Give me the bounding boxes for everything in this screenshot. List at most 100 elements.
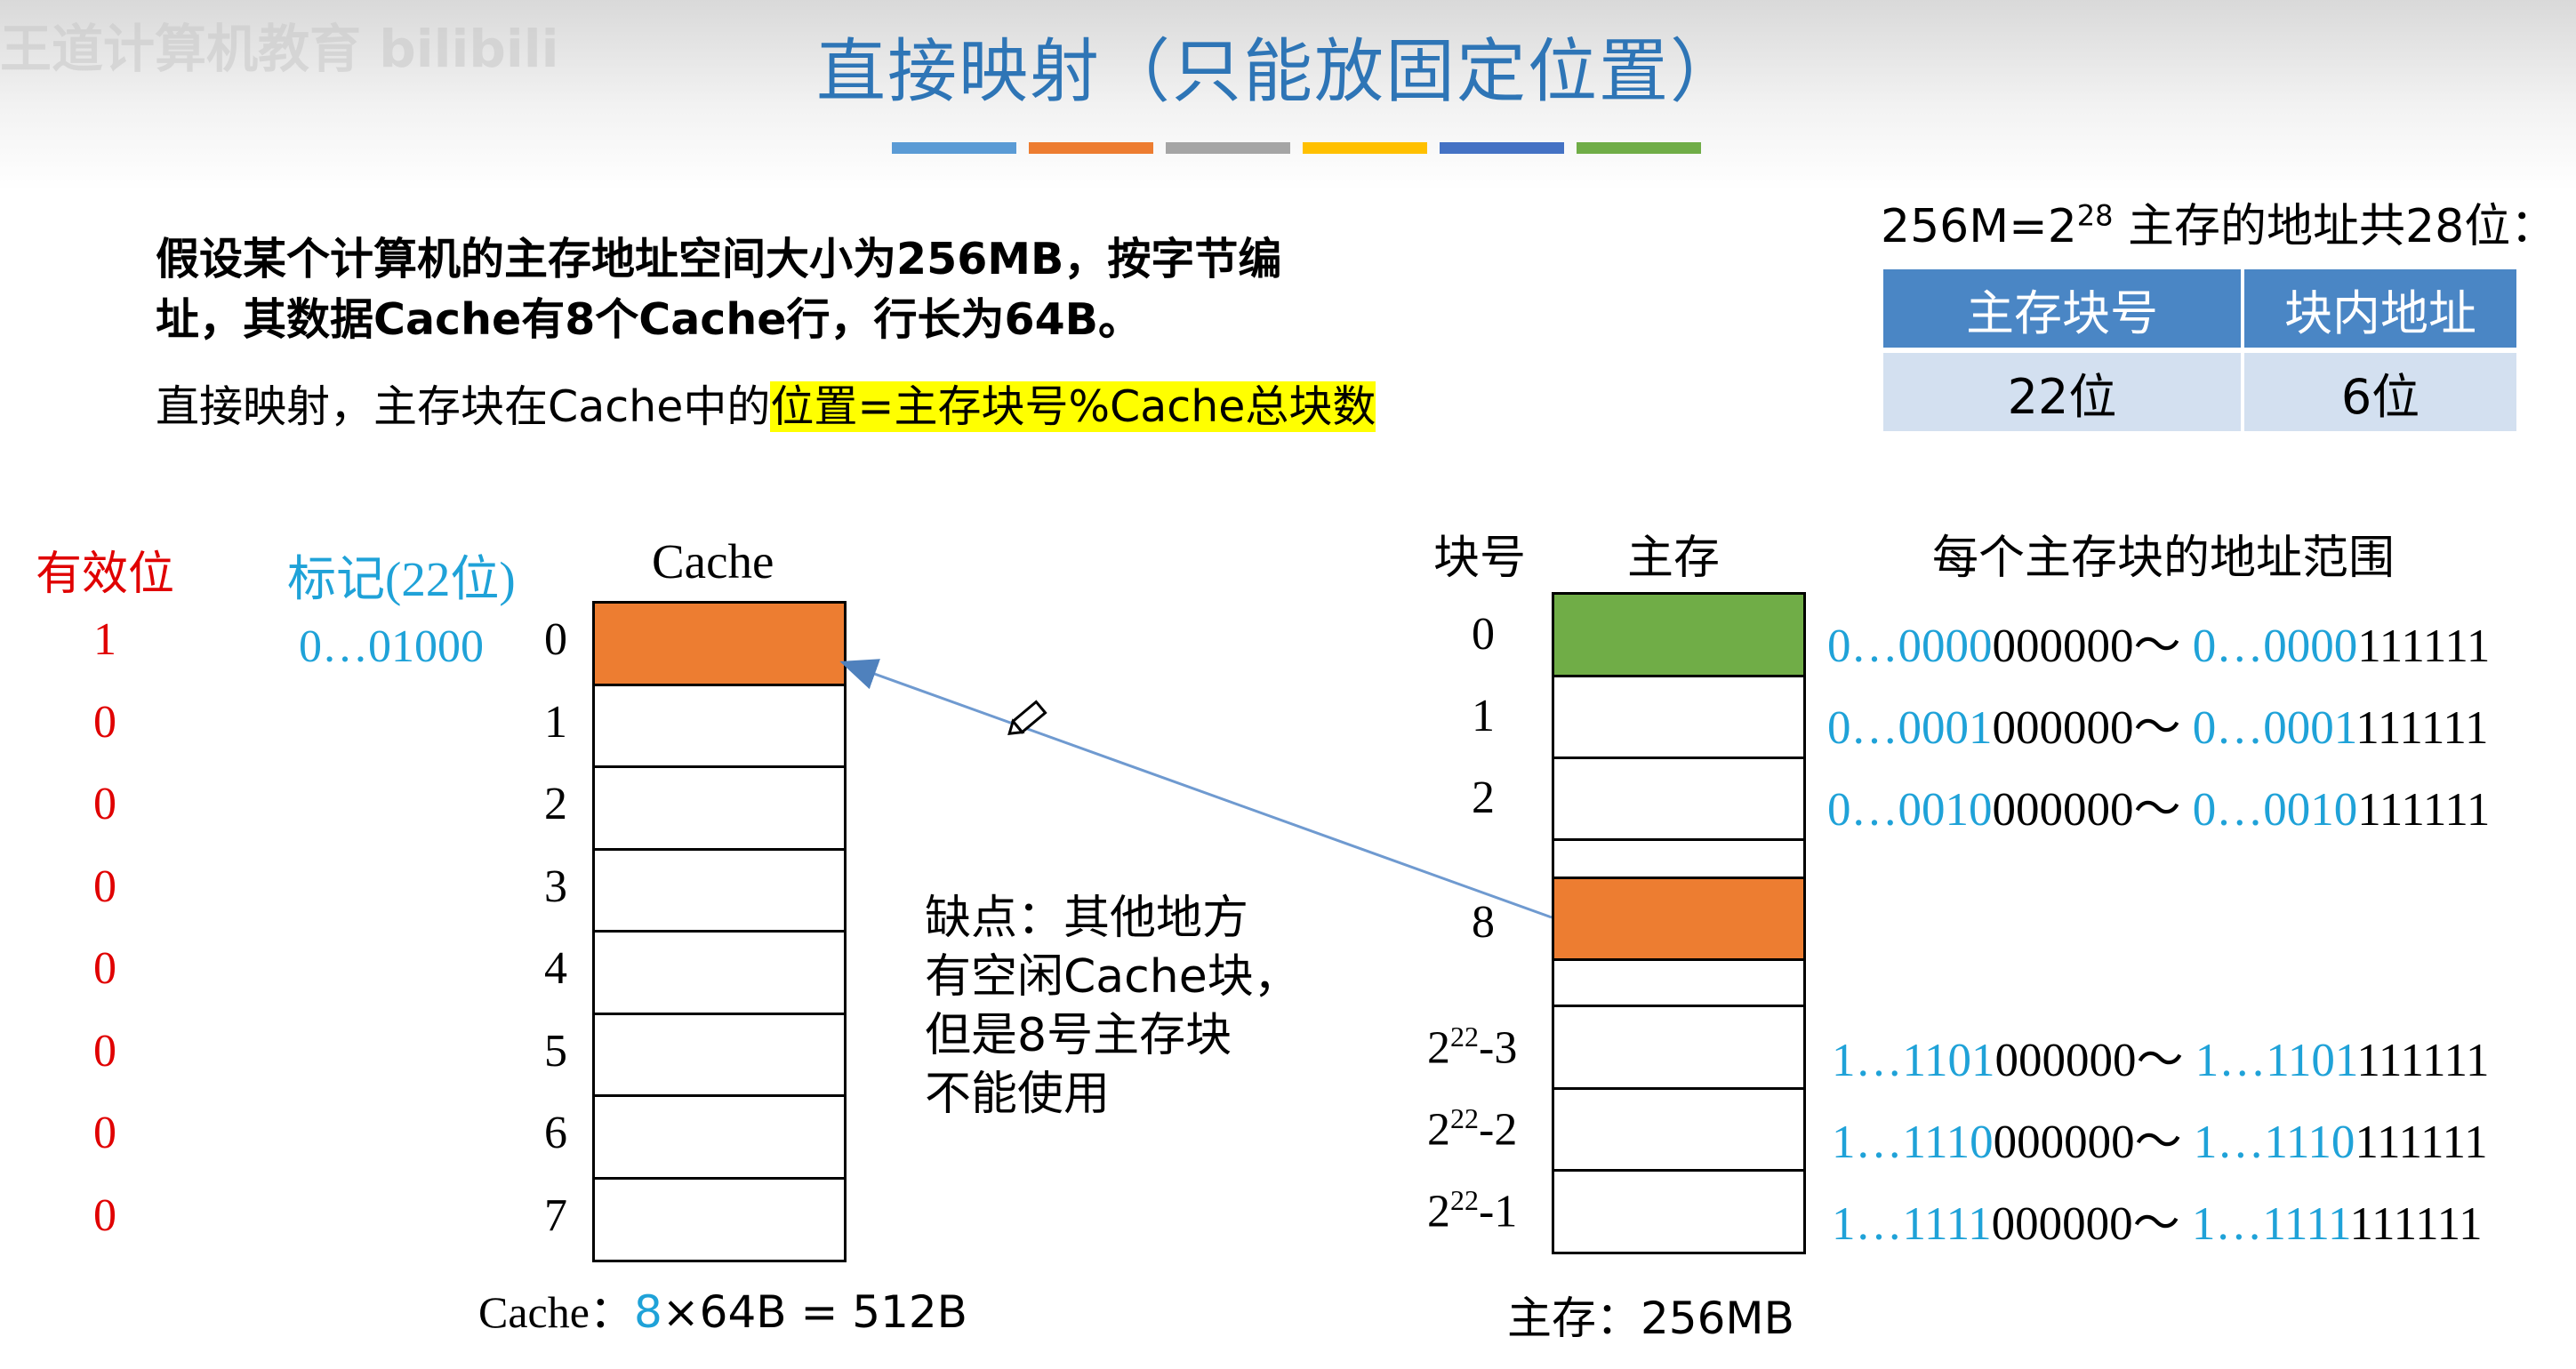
valid-bit: 0 xyxy=(93,1108,116,1158)
color-bar-1 xyxy=(892,142,1016,154)
value-block-number-bits: 22位 xyxy=(1883,350,2244,431)
valid-bit: 0 xyxy=(93,861,116,912)
range-separator: ～ xyxy=(2136,1035,2195,1086)
note-line-2: 有空闲Cache块， xyxy=(925,950,1300,1004)
memory-label-2e22-1: 222-1 xyxy=(1427,1184,1517,1237)
range-separator: ～ xyxy=(2133,620,2193,672)
label-rest: -3 xyxy=(1479,1022,1518,1074)
memory-gap-upper xyxy=(1552,838,1806,879)
label-rest: -2 xyxy=(1479,1104,1518,1156)
block-number-header: 块号 xyxy=(1433,532,1527,585)
range-end-offset: 111111 xyxy=(2356,702,2489,754)
intro-line-3: 直接映射，主存块在Cache中的位置=主存块号%Cache总块数 xyxy=(156,372,1376,435)
address-rest: 主存的地址共28位： xyxy=(2113,200,2557,253)
note-line-1: 缺点：其他地方 xyxy=(925,892,1249,945)
valid-bit: 0 xyxy=(93,943,116,994)
range-start-offset: 000000 xyxy=(1993,1117,2135,1168)
cache-caption: Cache：8×64B = 512B xyxy=(478,1277,967,1341)
color-bar-6 xyxy=(1577,142,1701,154)
cache-line-index: 0 xyxy=(544,614,567,665)
cache-line-index: 1 xyxy=(544,697,567,748)
cache-line-1 xyxy=(592,684,847,769)
valid-bit: 0 xyxy=(93,1190,116,1241)
memory-block-8 xyxy=(1552,877,1806,961)
address-range-3: 1…1101000000～ 1…1101111111 xyxy=(1832,1022,2490,1090)
drawback-note: 缺点：其他地方 有空闲Cache块， 但是8号主存块 不能使用 xyxy=(925,889,1300,1124)
valid-bit: 0 xyxy=(93,779,116,829)
label-rest: -1 xyxy=(1479,1186,1518,1237)
range-end-prefix: 1…1111 xyxy=(2191,1198,2351,1250)
address-range-0: 0…0000000000～ 0…0000111111 xyxy=(1827,608,2490,676)
label-exp: 22 xyxy=(1450,1021,1479,1053)
valid-bit: 0 xyxy=(93,1026,116,1077)
tag-header: 标记(22位) xyxy=(287,552,516,606)
cache-line-6 xyxy=(592,1094,847,1180)
label-base: 2 xyxy=(1427,1104,1450,1156)
range-end-offset: 111111 xyxy=(2357,1035,2490,1086)
memory-label-8: 8 xyxy=(1472,897,1495,948)
color-bar-3 xyxy=(1166,142,1290,154)
address-base: 256M=2 xyxy=(1881,200,2077,253)
range-start-prefix: 0…0000 xyxy=(1827,620,1993,672)
valid-bit-header: 有效位 xyxy=(36,548,175,601)
memory-block-1 xyxy=(1552,675,1806,759)
memory-label-2: 2 xyxy=(1472,773,1495,823)
cache-caption-num: 8 xyxy=(633,1286,662,1338)
range-end-prefix: 1…1110 xyxy=(2193,1117,2355,1168)
intro-line-2: 址，其数据Cache有8个Cache行，行长为64B。 xyxy=(156,294,1143,345)
range-start-offset: 000000 xyxy=(1992,784,2134,836)
range-separator: ～ xyxy=(2133,784,2193,836)
cache-line-index: 5 xyxy=(544,1026,567,1077)
memory-label-2e22-2: 222-2 xyxy=(1427,1102,1517,1156)
header-block-offset: 块内地址 xyxy=(2243,269,2516,353)
range-end-prefix: 0…0000 xyxy=(2192,620,2358,672)
range-start-prefix: 1…1101 xyxy=(1832,1035,1995,1086)
intro-formula-highlight: 位置=主存块号%Cache总块数 xyxy=(770,381,1376,432)
range-end-prefix: 0…0001 xyxy=(2192,702,2357,754)
range-end-offset: 111111 xyxy=(2357,620,2491,672)
cache-line-3 xyxy=(592,848,847,933)
watermark: 王道计算机教育 bilibili xyxy=(0,19,559,79)
range-separator: ～ xyxy=(2132,1198,2192,1250)
range-end-prefix: 1…1101 xyxy=(2195,1035,2358,1086)
label-base: 2 xyxy=(1427,1022,1450,1074)
cache-line-0 xyxy=(592,601,847,686)
cache-line-7 xyxy=(592,1177,847,1262)
memory-caption: 主存：256MB xyxy=(1507,1293,1794,1344)
range-separator: ～ xyxy=(2134,1117,2194,1168)
tag-value: 0…01000 xyxy=(299,621,484,672)
color-bar-5 xyxy=(1440,142,1564,154)
memory-block-0 xyxy=(1552,592,1806,677)
note-line-4: 不能使用 xyxy=(925,1068,1111,1121)
intro-line-3-text: 直接映射，主存块在Cache中的 xyxy=(156,381,771,432)
range-start-prefix: 1…1110 xyxy=(1832,1117,1994,1168)
pencil-icon xyxy=(1007,700,1047,735)
cache-caption-prefix: Cache： xyxy=(478,1287,634,1337)
memory-gap-lower xyxy=(1552,958,1806,1007)
address-range-4: 1…1110000000～ 1…1110111111 xyxy=(1832,1104,2488,1172)
page-title: 直接映射（只能放固定位置） xyxy=(816,32,1742,112)
range-end-offset: 111111 xyxy=(2357,784,2491,836)
memory-title: 主存 xyxy=(1627,532,1721,585)
cache-line-index: 7 xyxy=(544,1190,567,1241)
range-start-offset: 000000 xyxy=(1991,1198,2133,1250)
label-exp: 22 xyxy=(1450,1102,1479,1134)
memory-label-2e22-3: 222-3 xyxy=(1427,1021,1517,1074)
range-end-offset: 111111 xyxy=(2355,1117,2488,1168)
label-exp: 22 xyxy=(1450,1184,1479,1216)
valid-bit: 0 xyxy=(93,697,116,748)
header-block-number: 主存块号 xyxy=(1883,269,2244,353)
range-start-prefix: 0…0001 xyxy=(1827,702,1993,754)
range-start-prefix: 1…1111 xyxy=(1832,1198,1992,1250)
memory-block-2e22-3 xyxy=(1552,1005,1806,1090)
address-range-header: 每个主存块的地址范围 xyxy=(1932,532,2395,585)
memory-label-0: 0 xyxy=(1472,609,1495,660)
note-line-3: 但是8号主存块 xyxy=(925,1009,1232,1062)
range-separator: ～ xyxy=(2133,702,2193,754)
address-bits-text: 256M=228 主存的地址共28位： xyxy=(1881,188,2556,255)
cache-line-index: 4 xyxy=(544,943,567,994)
memory-block-2e22-1 xyxy=(1552,1169,1806,1254)
cache-line-2 xyxy=(592,765,847,851)
mapping-arrow xyxy=(839,659,1553,919)
